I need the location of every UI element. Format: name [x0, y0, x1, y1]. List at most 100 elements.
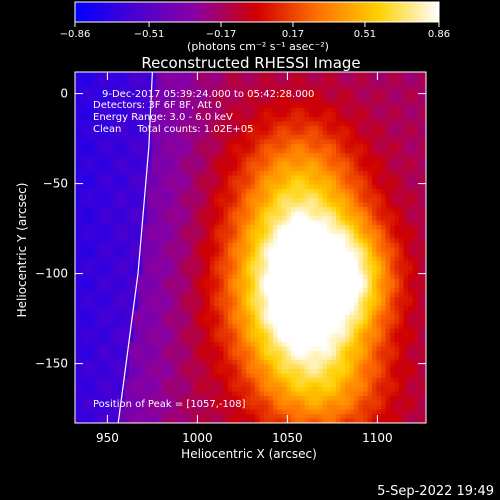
- heatmap-cell: [187, 328, 193, 334]
- heatmap-cell: [246, 85, 252, 91]
- heatmap-cell: [120, 301, 126, 307]
- heatmap-cell: [354, 99, 360, 105]
- heatmap-cell: [390, 324, 396, 330]
- heatmap-cell: [201, 216, 207, 222]
- heatmap-cell: [399, 225, 405, 231]
- heatmap-cell: [102, 184, 108, 190]
- heatmap-cell: [255, 166, 261, 172]
- heatmap-cell: [178, 153, 184, 159]
- heatmap-cell: [295, 202, 301, 208]
- heatmap-cell: [394, 99, 400, 105]
- heatmap-cell: [133, 90, 139, 96]
- heatmap-cell: [313, 157, 319, 163]
- heatmap-cell: [205, 355, 211, 361]
- heatmap-cell: [309, 265, 315, 271]
- heatmap-cell: [394, 108, 400, 114]
- heatmap-cell: [120, 351, 126, 357]
- heatmap-cell: [340, 121, 346, 127]
- heatmap-cell: [106, 270, 112, 276]
- heatmap-cell: [417, 351, 423, 357]
- heatmap-cell: [169, 148, 175, 154]
- heatmap-cell: [309, 157, 315, 163]
- heatmap-cell: [268, 274, 274, 280]
- heatmap-cell: [232, 256, 238, 262]
- heatmap-cell: [88, 252, 94, 258]
- heatmap-cell: [165, 355, 171, 361]
- heatmap-cell: [84, 306, 90, 312]
- heatmap-cell: [219, 274, 225, 280]
- heatmap-cell: [349, 121, 355, 127]
- heatmap-cell: [295, 324, 301, 330]
- heatmap-cell: [313, 193, 319, 199]
- heatmap-cell: [268, 135, 274, 141]
- heatmap-cell: [291, 126, 297, 132]
- heatmap-cell: [268, 328, 274, 334]
- heatmap-cell: [84, 342, 90, 348]
- heatmap-cell: [115, 306, 121, 312]
- heatmap-cell: [174, 324, 180, 330]
- heatmap-cell: [196, 180, 202, 186]
- heatmap-cell: [106, 130, 112, 136]
- heatmap-cell: [358, 148, 364, 154]
- heatmap-cell: [214, 355, 220, 361]
- heatmap-cell: [417, 279, 423, 285]
- heatmap-cell: [120, 184, 126, 190]
- heatmap-cell: [75, 76, 81, 82]
- heatmap-cell: [97, 198, 103, 204]
- heatmap-cell: [268, 81, 274, 87]
- heatmap-cell: [160, 265, 166, 271]
- heatmap-cell: [237, 346, 243, 352]
- heatmap-cell: [277, 216, 283, 222]
- heatmap-cell: [277, 157, 283, 163]
- heatmap-cell: [385, 319, 391, 325]
- heatmap-cell: [174, 279, 180, 285]
- heatmap-cell: [178, 297, 184, 303]
- heatmap-cell: [237, 252, 243, 258]
- heatmap-cell: [300, 153, 306, 159]
- heatmap-cell: [385, 202, 391, 208]
- heatmap-cell: [102, 252, 108, 258]
- heatmap-cell: [403, 193, 409, 199]
- heatmap-cell: [138, 175, 144, 181]
- heatmap-cell: [390, 225, 396, 231]
- heatmap-cell: [228, 76, 234, 82]
- heatmap-cell: [241, 225, 247, 231]
- heatmap-cell: [214, 202, 220, 208]
- heatmap-cell: [246, 162, 252, 168]
- heatmap-cell: [403, 184, 409, 190]
- heatmap-cell: [138, 225, 144, 231]
- heatmap-cell: [268, 171, 274, 177]
- heatmap-cell: [322, 292, 328, 298]
- heatmap-cell: [394, 180, 400, 186]
- heatmap-cell: [399, 94, 405, 100]
- heatmap-cell: [381, 288, 387, 294]
- heatmap-cell: [192, 337, 198, 343]
- heatmap-cell: [75, 85, 81, 91]
- heatmap-cell: [219, 306, 225, 312]
- heatmap-cell: [138, 288, 144, 294]
- heatmap-cell: [349, 265, 355, 271]
- heatmap-cell: [219, 207, 225, 213]
- heatmap-cell: [376, 243, 382, 249]
- heatmap-cell: [102, 346, 108, 352]
- heatmap-cell: [124, 234, 130, 240]
- heatmap-cell: [313, 261, 319, 267]
- heatmap-cell: [363, 243, 369, 249]
- heatmap-cell: [106, 274, 112, 280]
- heatmap-cell: [237, 238, 243, 244]
- heatmap-cell: [133, 189, 139, 195]
- heatmap-cell: [214, 256, 220, 262]
- heatmap-cell: [183, 319, 189, 325]
- heatmap-cell: [259, 112, 265, 118]
- heatmap-cell: [376, 328, 382, 334]
- heatmap-cell: [169, 211, 175, 217]
- heatmap-cell: [210, 117, 216, 123]
- heatmap-cell: [219, 234, 225, 240]
- heatmap-cell: [295, 171, 301, 177]
- heatmap-cell: [228, 261, 234, 267]
- heatmap-cell: [390, 301, 396, 307]
- heatmap-cell: [75, 270, 81, 276]
- heatmap-cell: [115, 346, 121, 352]
- heatmap-cell: [286, 306, 292, 312]
- heatmap-cell: [138, 162, 144, 168]
